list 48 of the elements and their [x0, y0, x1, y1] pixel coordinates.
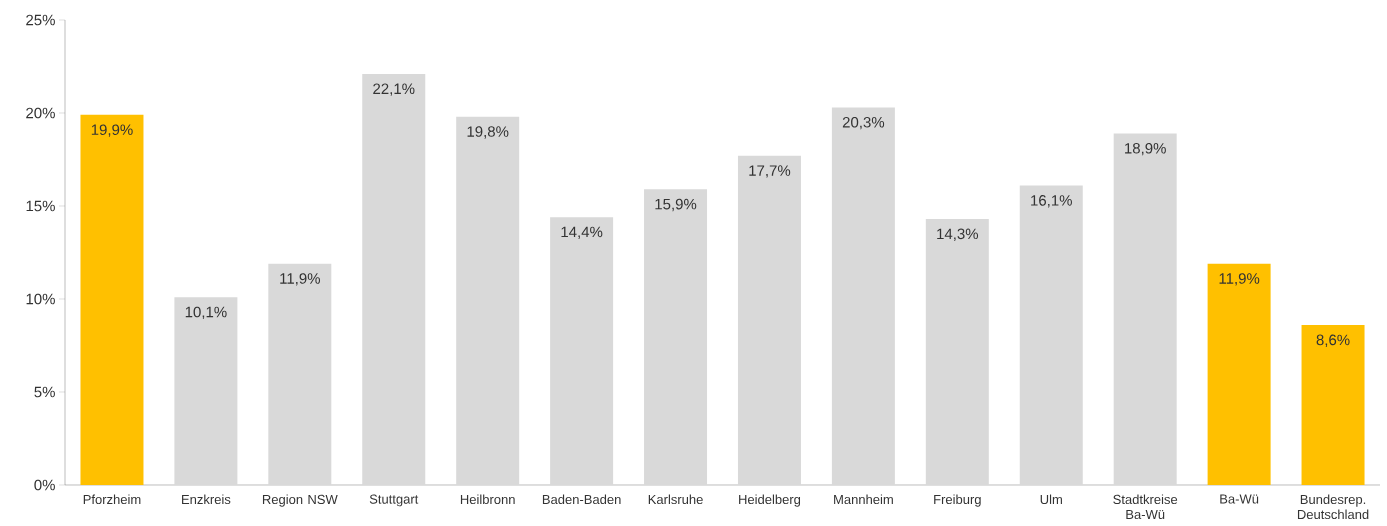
bar	[831, 107, 895, 485]
data-label: 11,9%	[1219, 273, 1260, 286]
data-label: 11,9%	[280, 273, 320, 286]
bar	[1113, 133, 1177, 485]
x-tick-label: Heilbronn	[460, 494, 515, 505]
data-label: 17,7%	[749, 165, 791, 178]
y-tick-label: 15%	[26, 200, 55, 212]
x-tick-label: Bundesrep. Deutschland	[1297, 494, 1369, 520]
bar	[268, 263, 332, 485]
data-label: 14,3%	[937, 228, 979, 241]
x-tick-label: Enzkreis	[182, 494, 231, 505]
x-tick-label: Ba-Wü	[1220, 494, 1259, 504]
bar	[925, 219, 989, 485]
x-tick-label: Region NSW	[262, 494, 338, 507]
y-tick-label: 20%	[26, 107, 55, 119]
bar	[362, 73, 426, 485]
x-tick-label: Stadtkreise Ba-Wü	[1113, 494, 1178, 520]
y-tick-label: 10%	[26, 293, 55, 305]
x-tick-label: Mannheim	[834, 494, 893, 505]
data-label: 15,9%	[655, 198, 697, 212]
data-label: 20,3%	[842, 116, 885, 130]
data-label: 14,4%	[561, 226, 603, 239]
bar	[80, 114, 144, 485]
data-label: 8,6%	[1316, 334, 1350, 347]
bar	[1207, 263, 1271, 485]
data-label: 16,1%	[1031, 195, 1072, 208]
x-tick-label: Heidelberg	[739, 494, 801, 507]
y-tick-label: 0%	[34, 479, 55, 491]
x-tick-label: Baden-Baden	[542, 494, 621, 505]
bar	[174, 297, 238, 485]
bar	[456, 116, 520, 485]
y-tick-label: 25%	[26, 14, 55, 26]
bar	[737, 155, 801, 485]
bar	[1301, 325, 1365, 485]
data-label: 19,8%	[467, 126, 509, 139]
data-label: 18,9%	[1125, 142, 1166, 156]
data-label: 19,9%	[91, 124, 133, 137]
bar	[1019, 185, 1083, 485]
x-tick-label: Freiburg	[934, 494, 981, 507]
data-label: 22,1%	[373, 83, 415, 96]
x-tick-label: Karlsruhe	[648, 494, 703, 505]
x-tick-label: Pforzheim	[83, 494, 141, 505]
data-label: 10,1%	[185, 306, 227, 320]
bar	[550, 217, 614, 485]
x-tick-label: Stuttgart	[369, 494, 419, 507]
x-tick-label: Ulm	[1040, 494, 1062, 505]
bar	[644, 189, 708, 485]
y-tick-label: 5%	[34, 386, 55, 398]
